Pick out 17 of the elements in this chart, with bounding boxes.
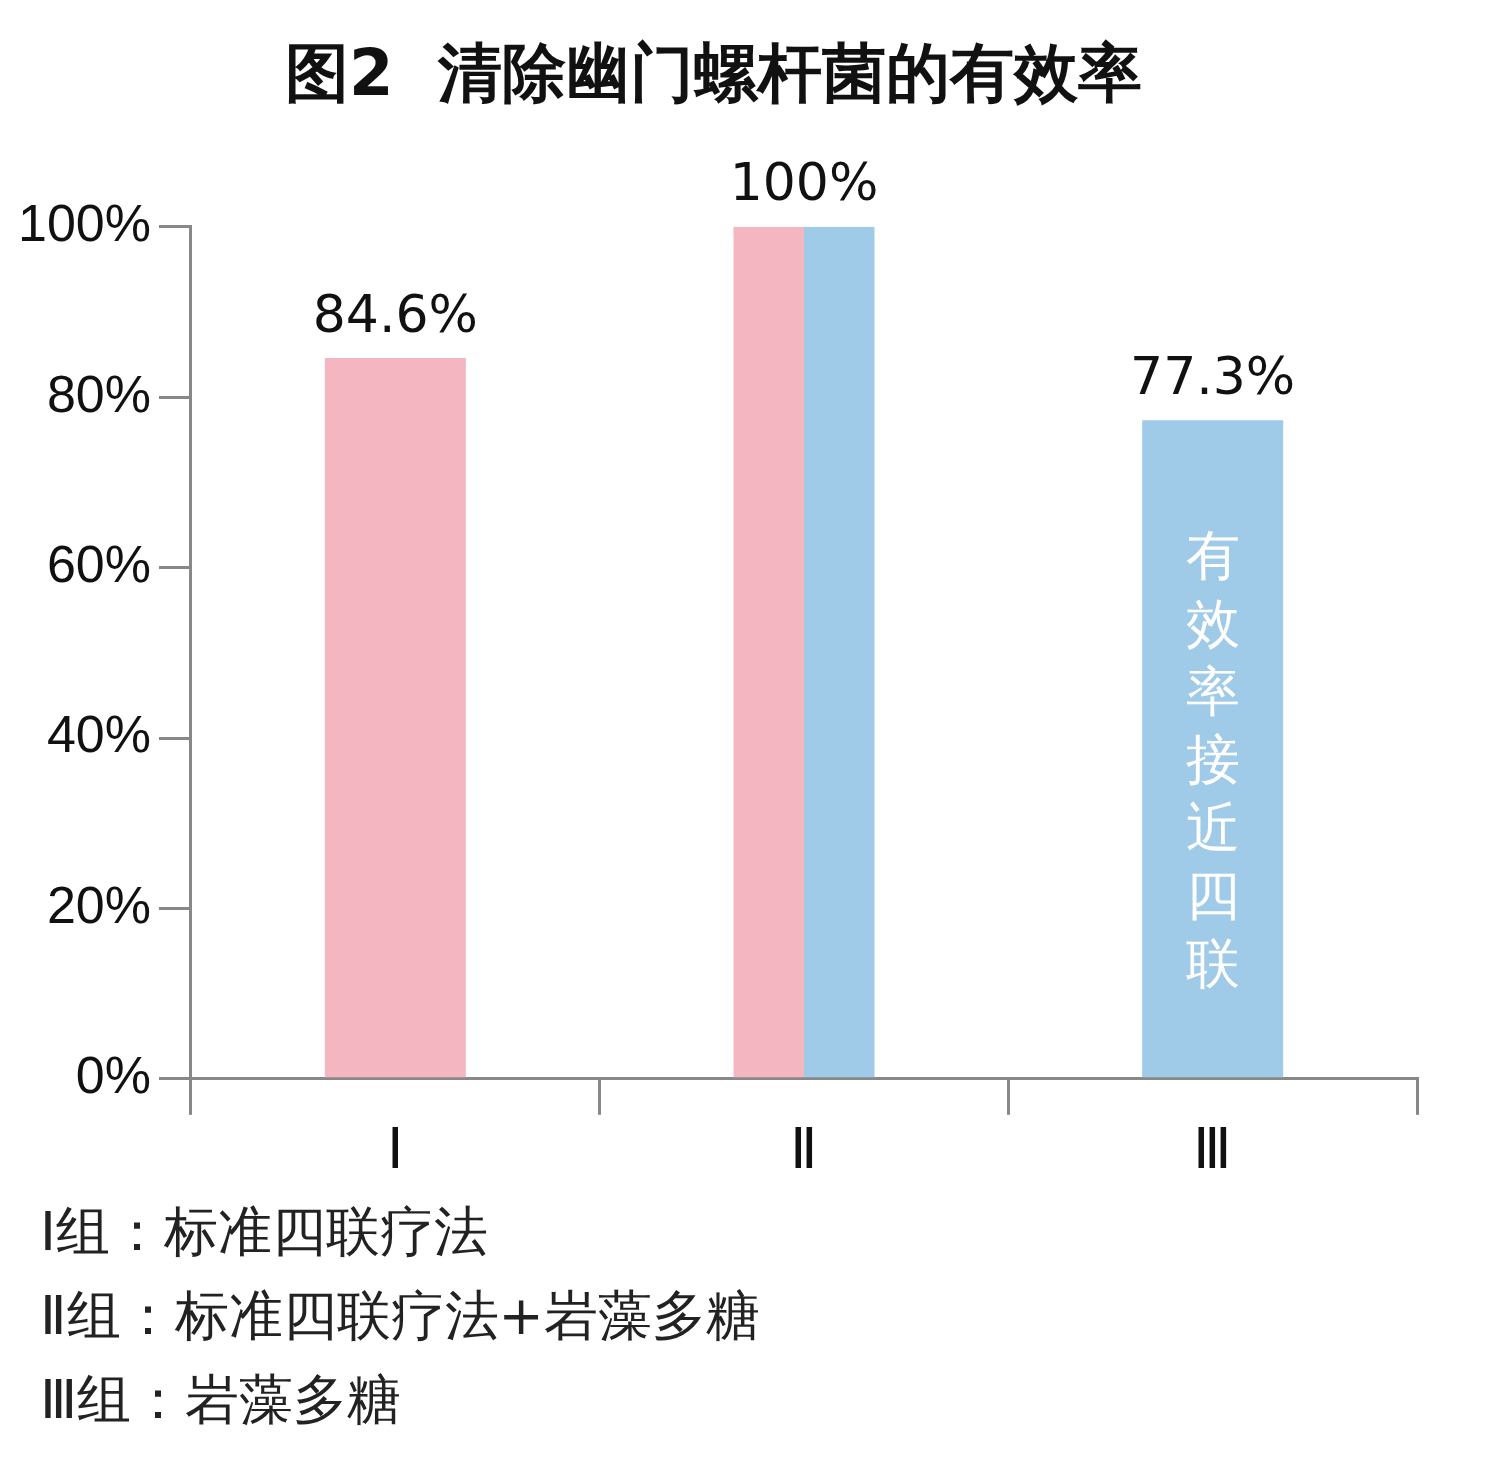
text: Ⅱ组：标准四联疗法+岩藻多糖 (40, 1283, 761, 1349)
text: Ⅰ组：标准四联疗法 (40, 1199, 489, 1265)
y-tick-label: 100% (18, 194, 151, 253)
data-label: 77.3% (1130, 345, 1296, 406)
y-tick-label: 60% (46, 534, 151, 593)
y-tick-label: 80% (46, 364, 151, 423)
x-tick-label: Ⅱ (790, 1116, 818, 1180)
y-tick-label: 40% (46, 705, 151, 764)
text: Ⅲ组：岩藻多糖 (40, 1367, 403, 1433)
y-tick-label: 0% (75, 1046, 151, 1105)
data-label: 84.6% (312, 283, 478, 344)
x-tick-label: Ⅲ (1193, 1116, 1233, 1180)
x-tick-label: Ⅰ (386, 1116, 404, 1180)
annotation: 有效率接近四联 (1185, 523, 1240, 995)
data-label: 100% (729, 152, 879, 213)
y-tick-label: 20% (46, 875, 151, 934)
chart-title: 图2 清除幽门螺杆菌的有效率 (284, 36, 1143, 111)
